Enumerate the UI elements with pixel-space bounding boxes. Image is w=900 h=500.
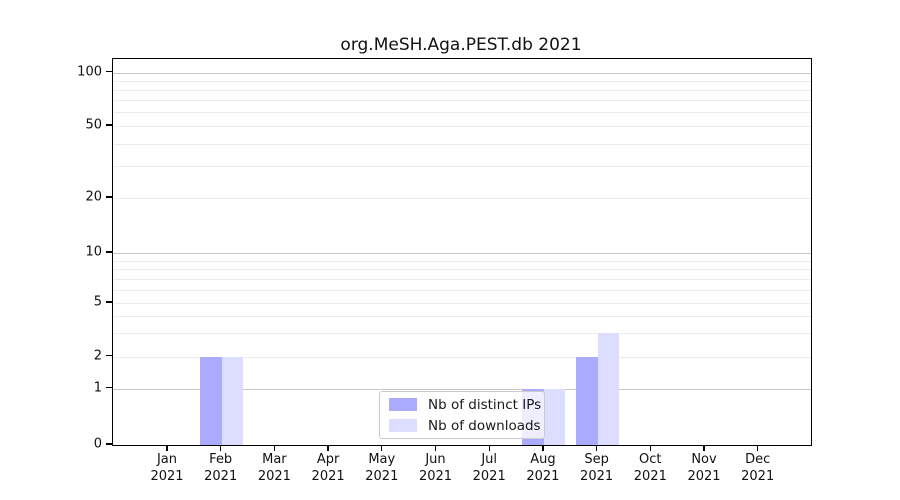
y-tick-mark [106,443,112,445]
minor-gridline [113,269,811,271]
y-tick-mark [106,301,112,303]
minor-gridline [113,80,811,82]
y-tick-mark [106,386,112,389]
month-label: Aug [530,452,556,467]
x-tick-label: Jan 2021 [132,452,202,485]
y-tick-mark [106,71,112,73]
y-tick-mark [106,124,112,126]
legend-swatch [389,419,417,432]
legend-item-label: Nb of distinct IPs [428,396,542,413]
x-tick-mark [166,445,168,451]
y-tick-label: 2 [93,348,102,363]
month-label: Oct [639,452,662,467]
minor-gridline [113,143,811,145]
y-tick-mark [106,196,112,198]
y-tick-label: 1 [93,380,102,395]
minor-gridline [113,289,811,291]
month-label: Nov [691,452,717,467]
x-tick-label: May 2021 [347,452,417,485]
year-label: 2021 [472,468,506,484]
x-tick-mark [488,445,490,451]
bar-downloads [543,388,566,445]
chart-title: org.MeSH.Aga.PEST.db 2021 [340,35,582,55]
x-tick-mark [273,445,276,451]
x-tick-label: Apr 2021 [293,452,363,485]
legend-item: Nb of downloads [389,418,541,434]
minor-gridline [113,303,811,304]
plot-area: Nb of distinct IPs Nb of downloads [112,58,812,446]
x-tick-label: Nov 2021 [669,452,739,485]
major-gridline [113,253,811,254]
y-tick-label: 20 [85,189,102,205]
bar-distinct-ips [200,356,222,445]
month-label: Apr [316,452,340,467]
minor-gridline [113,278,811,280]
x-tick-mark [649,445,651,451]
x-tick-label: Jul 2021 [454,452,524,485]
year-label: 2021 [633,468,667,484]
month-label: Sep [584,452,609,467]
x-tick-mark [595,445,598,451]
x-tick-mark [381,445,383,451]
x-tick-label: Sep 2021 [562,452,632,485]
x-tick-label: Dec 2021 [723,452,793,485]
minor-gridline [113,316,811,318]
minor-gridline [113,332,811,334]
month-label: Mar [262,452,287,467]
y-tick-mark [106,251,112,253]
x-tick-label: Mar 2021 [239,452,309,485]
minor-gridline [113,356,811,358]
y-tick-label: 10 [85,244,102,260]
year-label: 2021 [257,468,291,484]
y-tick-label: 0 [93,436,102,452]
minor-gridline [113,260,811,262]
minor-gridline [113,112,811,113]
month-label: May [368,452,396,467]
major-gridline [113,72,811,74]
minor-gridline [113,166,811,168]
x-tick-mark [703,445,705,451]
year-label: 2021 [687,468,721,484]
year-label: 2021 [204,468,238,484]
x-tick-mark [434,445,437,451]
x-tick-mark [542,445,544,451]
x-tick-mark [220,445,222,451]
year-label: 2021 [580,468,614,484]
major-gridline [113,388,811,390]
legend-swatch [389,398,417,411]
month-label: Feb [209,452,233,467]
bar-distinct-ips [576,356,598,445]
month-label: Dec [745,452,771,467]
x-tick-label: Feb 2021 [186,452,256,485]
year-label: 2021 [526,468,560,484]
year-label: 2021 [150,468,184,484]
bar-downloads [597,332,620,445]
month-label: Jul [481,452,498,467]
year-label: 2021 [741,468,775,484]
bar-downloads [221,356,244,445]
x-tick-label: Aug 2021 [508,452,578,485]
y-tick-mark [106,354,112,357]
month-label: Jun [425,452,446,467]
y-tick-label: 5 [93,294,102,310]
x-tick-mark [757,445,759,451]
minor-gridline [113,126,811,127]
y-tick-label: 100 [77,64,102,80]
minor-gridline [113,89,811,91]
year-label: 2021 [418,468,453,484]
x-tick-label: Oct 2021 [615,452,685,485]
legend: Nb of distinct IPs Nb of downloads [379,391,545,439]
x-tick-mark [327,445,329,451]
minor-gridline [113,198,811,199]
x-tick-label: Jun 2021 [401,452,471,485]
legend-item-label: Nb of downloads [428,417,541,434]
year-label: 2021 [365,468,399,484]
y-tick-label: 50 [85,117,102,133]
month-label: Jan [156,452,178,467]
legend-item: Nb of distinct IPs [389,397,541,413]
minor-gridline [113,100,811,102]
year-label: 2021 [311,468,345,484]
